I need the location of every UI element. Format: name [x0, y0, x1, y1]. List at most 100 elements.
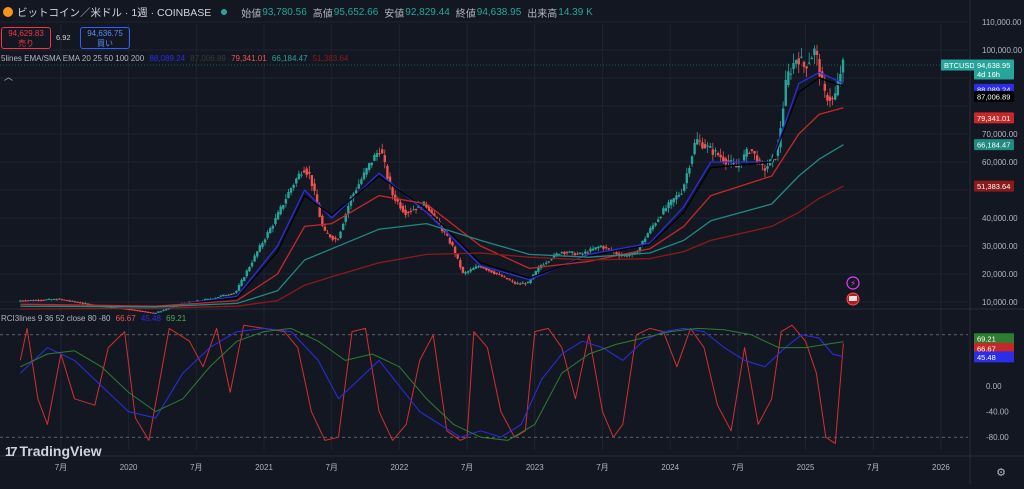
candle-body	[354, 190, 358, 194]
rci-long-line	[20, 327, 844, 441]
candle-body	[347, 205, 350, 214]
candle-body	[787, 71, 790, 86]
candle-body	[448, 237, 452, 244]
candle-body	[753, 151, 756, 154]
rci-badge-66-67-bg	[974, 342, 1014, 354]
candle-body	[807, 62, 811, 64]
candle-body	[222, 294, 225, 297]
candle-body	[459, 260, 462, 268]
candle-body	[716, 153, 720, 156]
candle-body	[136, 310, 139, 312]
sell-button[interactable]: 94,629.83 売り	[1, 27, 51, 49]
event-flash-icon: ⚡	[846, 276, 860, 290]
candle-body	[381, 149, 384, 154]
candle-body	[815, 51, 819, 55]
candle-body	[524, 283, 527, 285]
rci-indicator-legend[interactable]: RCI3lines 9 36 52 close 80 -80 66.67 45.…	[1, 314, 189, 323]
candle-body	[263, 239, 267, 243]
candle-body	[503, 276, 506, 278]
candle-body	[21, 300, 25, 302]
ema25-value: 87,006.89	[190, 54, 226, 63]
candle-body	[326, 232, 329, 234]
settings-gear-icon[interactable]: ⚙	[996, 467, 1006, 479]
candle-body	[60, 299, 64, 301]
candle-body	[589, 248, 592, 252]
ema-badge-2-bg	[974, 90, 1014, 102]
collapse-chevron-icon[interactable]: ︿	[4, 72, 14, 82]
candle-body	[394, 194, 397, 201]
rci-badge-45-48: 45.48	[974, 351, 1014, 363]
rci-badge-69-21: 69.21	[974, 333, 1014, 345]
ema-indicator-legend[interactable]: 5lines EMA/SMA EMA 20 25 50 100 200 88,0…	[1, 54, 351, 63]
low-value: 92,829.44	[405, 6, 450, 18]
candle-body	[623, 255, 626, 257]
sell-label: 売り	[18, 39, 34, 48]
candle-body	[529, 278, 532, 283]
candle-body	[37, 300, 40, 302]
candle-body	[818, 59, 821, 77]
candle-body	[276, 212, 280, 220]
candle-body	[745, 148, 748, 157]
candle-body	[71, 300, 74, 302]
price-tick-label: 40,000.00	[982, 214, 1018, 223]
rci-mid-line	[19, 327, 844, 438]
candle-body	[482, 266, 485, 269]
candle-body	[703, 144, 707, 149]
candle-body	[761, 163, 764, 165]
candle-body	[615, 252, 618, 255]
candle-body	[664, 208, 668, 211]
buy-button[interactable]: 94,636.75 買い	[80, 27, 130, 49]
candle-body	[284, 199, 288, 204]
candle-body	[357, 184, 360, 189]
candle-body	[73, 301, 77, 303]
high-label: 高値	[312, 8, 333, 20]
candle-body	[839, 73, 842, 84]
candle-body	[794, 60, 798, 64]
candle-body	[472, 268, 475, 271]
close-value: 94,638.95	[476, 6, 522, 18]
candle-body	[388, 176, 392, 185]
candle-body	[34, 299, 38, 301]
tradingview-logo[interactable]: 17 TradingView	[5, 443, 102, 459]
candle-body	[453, 246, 457, 255]
time-tick-label: 2026	[932, 463, 950, 472]
candle-body	[526, 281, 530, 284]
candle-body	[391, 187, 394, 196]
candle-body	[508, 279, 511, 281]
candle-body	[797, 58, 800, 65]
candle-body	[297, 173, 301, 180]
rci-mid-value: 45.48	[140, 314, 161, 323]
candle-body	[164, 309, 168, 311]
candle-body	[698, 140, 702, 142]
candle-body	[805, 66, 808, 69]
candle-body	[76, 301, 79, 303]
ema-badge-5-bg	[974, 180, 1014, 192]
candle-body	[696, 139, 699, 145]
candle-body	[641, 240, 644, 247]
buy-price: 94,636.75	[87, 29, 123, 38]
candle-body	[300, 174, 303, 176]
candle-body	[159, 311, 163, 313]
market-status-icon	[221, 9, 228, 15]
candle-body	[706, 145, 709, 147]
candle-body	[550, 259, 553, 261]
candle-body	[435, 217, 439, 219]
volume-value: 14.39 K	[558, 6, 593, 18]
symbol-header: ビットコイン／米ドル · 1週 · COINBASE 始値 93,780.56 高…	[0, 0, 1024, 24]
candle-body	[750, 149, 754, 151]
candle-body	[427, 205, 431, 212]
candle-body	[584, 251, 587, 254]
candle-body	[167, 308, 170, 310]
candle-body	[581, 253, 584, 255]
buy-label: 買い	[97, 39, 113, 48]
candle-body	[206, 298, 209, 300]
last-price-badge-countdown: 4d 16h	[977, 70, 1000, 79]
candle-body	[292, 184, 295, 188]
candle-body	[688, 167, 691, 174]
candle-body	[511, 280, 514, 282]
candle-body	[709, 146, 712, 148]
symbol-title[interactable]: ビットコイン／米ドル · 1週 · COINBASE	[17, 6, 212, 19]
